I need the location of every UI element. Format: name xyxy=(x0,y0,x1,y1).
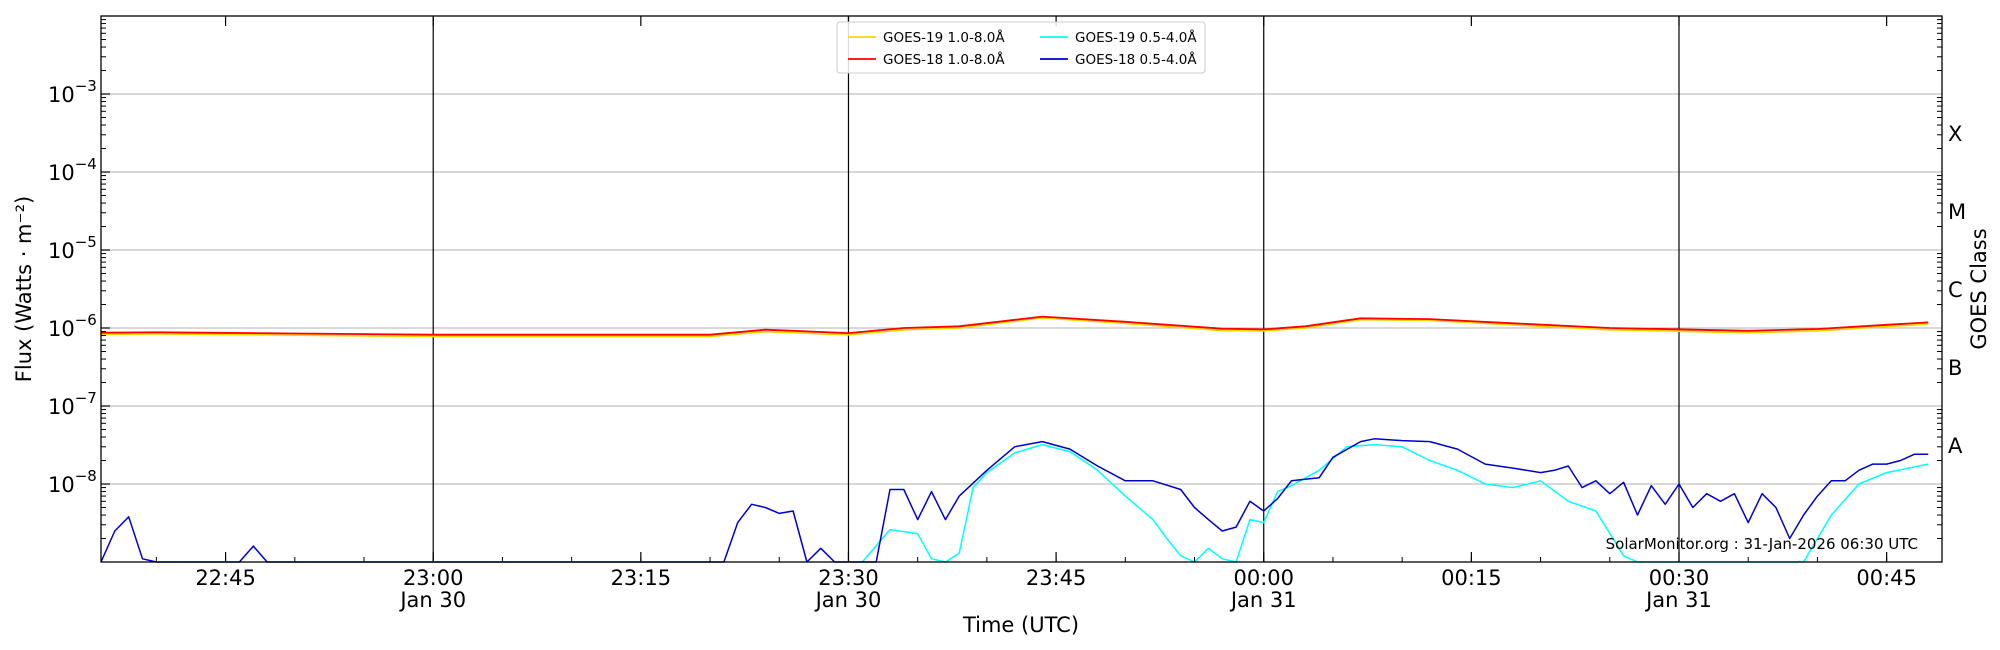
plot-frame xyxy=(100,15,1943,563)
legend-label: GOES-18 1.0-8.0Å xyxy=(883,51,1005,68)
y-tick-label: 10−7 xyxy=(48,389,97,419)
series-lines xyxy=(100,315,1929,563)
x-tick-label: 00:00 xyxy=(1233,566,1294,590)
y-tick-label: 10−4 xyxy=(48,155,97,185)
x-tick-sublabel: Jan 31 xyxy=(1229,588,1297,612)
legend-label: GOES-18 0.5-4.0Å xyxy=(1075,51,1197,68)
y-axis-title: Flux (Watts · m⁻²) xyxy=(12,196,36,382)
series-line-4 xyxy=(100,438,1929,563)
goes-class-label: A xyxy=(1948,434,1963,458)
grid-lines xyxy=(101,93,1942,485)
x-tick-label: 22:45 xyxy=(195,566,256,590)
axis-ticks xyxy=(101,16,1942,562)
legend: GOES-19 1.0-8.0Å GOES-19 0.5-4.0Å GOES-18 … xyxy=(836,21,1206,74)
goes-class-label: C xyxy=(1948,278,1963,302)
x-tick-label: 23:30 xyxy=(818,566,879,590)
x-tick-label: 23:15 xyxy=(611,566,672,590)
y-tick-label: 10−3 xyxy=(48,77,97,107)
goes-class-label: M xyxy=(1948,200,1966,224)
x-tick-sublabel: Jan 30 xyxy=(814,588,882,612)
x-tick-sublabel: Jan 31 xyxy=(1644,588,1712,612)
series-line-1 xyxy=(100,316,1929,338)
series-line-2 xyxy=(100,315,1929,336)
goes-class-label: X xyxy=(1948,122,1962,146)
y-tick-label: 10−5 xyxy=(48,233,97,263)
legend-box xyxy=(836,21,1206,74)
x-axis-title: Time (UTC) xyxy=(962,613,1079,637)
x-tick-label: 00:30 xyxy=(1649,566,1710,590)
goes-class-label: B xyxy=(1948,356,1962,380)
x-tick-label: 00:45 xyxy=(1856,566,1917,590)
credit-text: SolarMonitor.org : 31-Jan-2026 06:30 UTC xyxy=(1606,535,1918,553)
x-tick-label: 00:15 xyxy=(1441,566,1502,590)
legend-label: GOES-19 1.0-8.0Å xyxy=(883,29,1005,46)
y2-axis-title: GOES Class xyxy=(1967,228,1991,349)
x-tick-label: 23:45 xyxy=(1026,566,1087,590)
legend-label: GOES-19 0.5-4.0Å xyxy=(1075,29,1197,46)
x-tick-sublabel: Jan 30 xyxy=(398,588,466,612)
y-tick-label: 10−6 xyxy=(48,311,97,341)
y-tick-label: 10−8 xyxy=(48,467,97,497)
x-tick-label: 23:00 xyxy=(403,566,464,590)
series-line-3 xyxy=(861,443,1929,563)
day-separator-lines xyxy=(432,16,1680,562)
